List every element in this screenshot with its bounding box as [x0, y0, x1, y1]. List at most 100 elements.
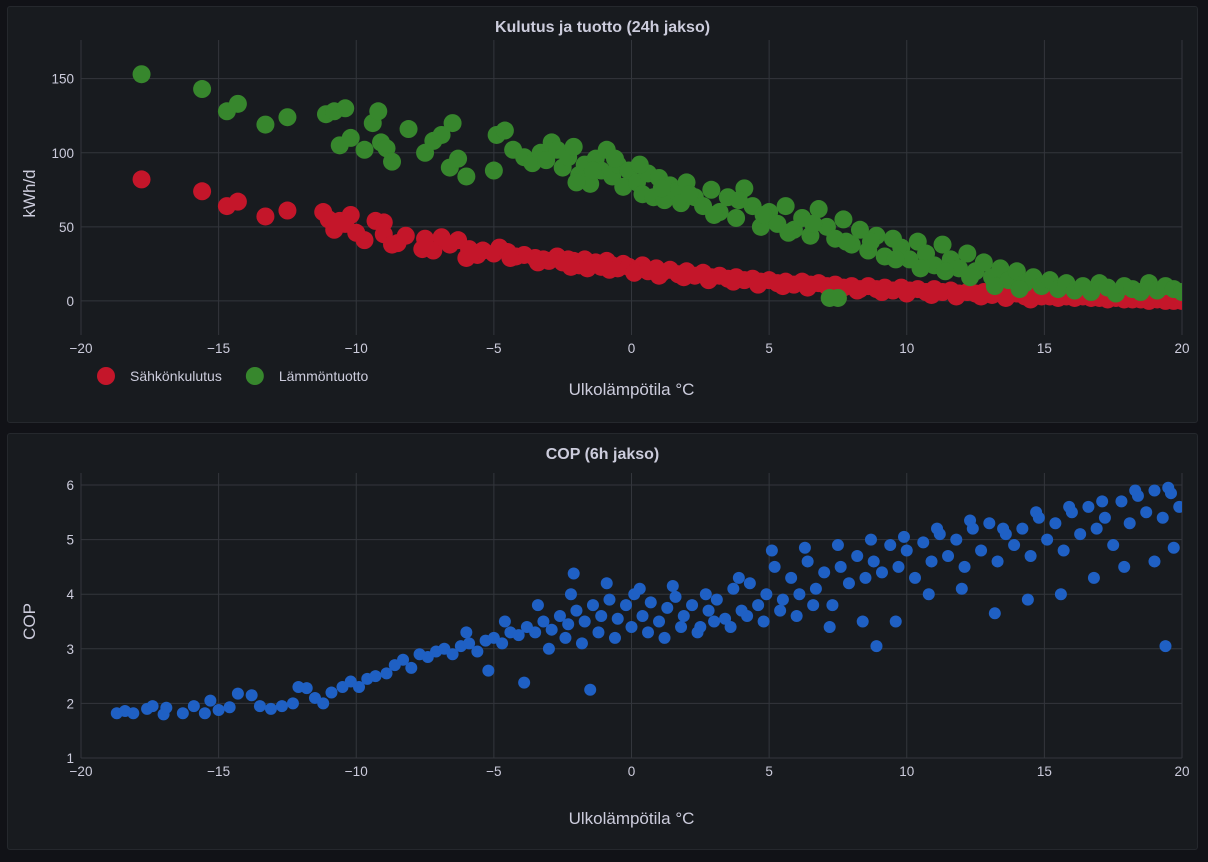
- data-point: [355, 231, 374, 250]
- panel-title-consumption: Kulutus ja tuotto (24h jakso): [494, 19, 711, 36]
- data-point: [471, 645, 484, 658]
- data-point: [449, 149, 468, 168]
- data-point: [397, 653, 410, 666]
- data-point: [760, 588, 773, 601]
- data-point: [460, 626, 473, 639]
- grid: [80, 40, 1183, 335]
- data-point: [625, 620, 638, 633]
- data-point: [561, 257, 580, 276]
- data-point: [160, 701, 173, 714]
- data-point: [768, 560, 781, 573]
- data-point: [1030, 506, 1043, 519]
- data-point: [583, 161, 602, 180]
- data-point: [826, 599, 839, 612]
- data-point: [457, 167, 476, 186]
- data-point: [691, 626, 704, 639]
- data-point: [955, 582, 968, 595]
- data-point: [605, 149, 624, 168]
- data-point: [1096, 495, 1109, 508]
- data-point: [702, 180, 721, 199]
- data-point: [991, 555, 1004, 568]
- data-point: [636, 610, 649, 623]
- data-point: [592, 626, 605, 639]
- data-point: [564, 137, 583, 156]
- data-point: [867, 555, 880, 568]
- legend-marker[interactable]: [97, 367, 115, 385]
- y-tick-label: 2: [66, 696, 74, 711]
- data-point: [870, 640, 883, 653]
- x-tick-label: −5: [486, 764, 501, 779]
- data-point: [545, 623, 558, 636]
- data-point: [872, 283, 891, 302]
- data-point: [630, 155, 649, 174]
- data-point: [809, 200, 828, 219]
- data-point: [278, 201, 297, 220]
- data-point: [677, 610, 690, 623]
- x-tick-label: −20: [70, 341, 93, 356]
- data-point: [897, 284, 916, 303]
- data-point: [231, 687, 244, 700]
- data-point: [529, 626, 542, 639]
- data-point: [1173, 283, 1182, 302]
- data-point: [383, 152, 402, 171]
- data-point: [644, 596, 657, 609]
- data-point: [1008, 539, 1021, 552]
- data-point: [686, 599, 699, 612]
- data-point: [495, 121, 514, 140]
- data-point: [724, 272, 743, 291]
- data-point: [443, 114, 462, 133]
- data-point: [432, 125, 451, 144]
- data-point: [801, 555, 814, 568]
- data-point: [193, 182, 212, 201]
- data-point: [779, 223, 798, 242]
- data-point: [933, 235, 952, 254]
- data-point: [512, 629, 525, 642]
- data-point: [884, 539, 897, 552]
- data-point: [974, 253, 993, 272]
- data-point: [983, 517, 996, 530]
- legend-label[interactable]: Lämmöntuotto: [279, 368, 369, 384]
- data-point: [743, 577, 756, 590]
- panel-title-cop: COP (6h jakso): [545, 446, 660, 463]
- y-tick-label: 5: [66, 533, 74, 548]
- data-point: [705, 205, 724, 224]
- data-point: [886, 250, 905, 269]
- data-point: [699, 271, 718, 290]
- data-point: [611, 612, 624, 625]
- data-point: [625, 263, 644, 282]
- legend-label[interactable]: Sähkönkulutus: [130, 368, 222, 384]
- data-point: [1148, 484, 1161, 497]
- y-tick-label: 100: [51, 146, 74, 161]
- data-point: [861, 232, 880, 251]
- series-cop: [110, 481, 1182, 721]
- data-point: [875, 566, 888, 579]
- y-tick-label: 150: [51, 72, 74, 87]
- data-point: [584, 683, 597, 696]
- data-point: [380, 667, 393, 680]
- data-point: [212, 703, 225, 716]
- data-point: [834, 210, 853, 229]
- data-point: [608, 631, 621, 644]
- data-point: [484, 161, 503, 180]
- data-point: [754, 205, 773, 224]
- data-point: [1162, 481, 1175, 494]
- data-point: [1063, 500, 1076, 513]
- data-point: [897, 530, 910, 543]
- data-point: [482, 664, 495, 677]
- data-point: [300, 682, 313, 695]
- data-point: [900, 544, 913, 557]
- data-point: [413, 240, 432, 259]
- legend-marker[interactable]: [245, 367, 264, 385]
- data-point: [1054, 588, 1067, 601]
- data-point: [264, 702, 277, 715]
- x-tick-label: 20: [1174, 341, 1189, 356]
- data-point: [399, 120, 418, 139]
- data-point: [581, 174, 600, 193]
- data-point: [892, 560, 905, 573]
- data-point: [674, 268, 693, 287]
- data-point: [988, 607, 1001, 620]
- data-point: [831, 539, 844, 552]
- data-point: [996, 288, 1015, 307]
- data-point: [997, 522, 1010, 535]
- data-point: [708, 615, 721, 628]
